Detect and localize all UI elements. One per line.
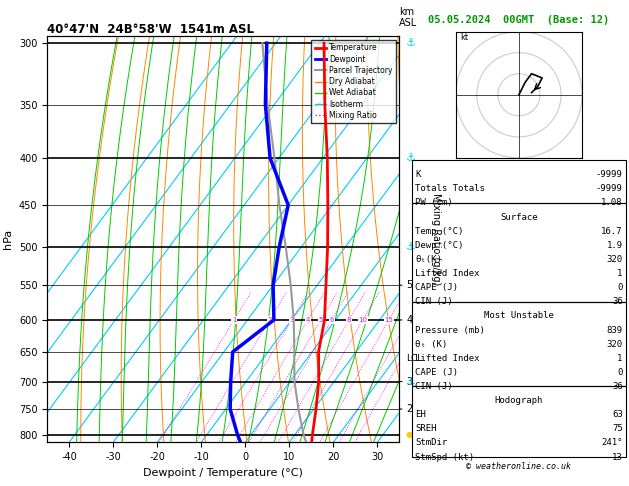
Text: θₜ(K): θₜ(K) [415, 255, 442, 264]
Text: 1.9: 1.9 [606, 241, 623, 250]
Text: Hodograph: Hodograph [495, 396, 543, 405]
Text: 0: 0 [617, 368, 623, 377]
Text: 241°: 241° [601, 438, 623, 448]
Text: 320: 320 [606, 255, 623, 264]
Text: CAPE (J): CAPE (J) [415, 368, 458, 377]
Y-axis label: Mixing Ratio (g/kg): Mixing Ratio (g/kg) [431, 193, 441, 285]
Text: ⚓: ⚓ [406, 242, 416, 252]
Text: -9999: -9999 [596, 184, 623, 193]
Text: 4: 4 [406, 315, 413, 325]
Text: 320: 320 [606, 340, 623, 348]
Text: Most Unstable: Most Unstable [484, 312, 554, 320]
Text: Dewp (°C): Dewp (°C) [415, 241, 464, 250]
Text: 1: 1 [617, 269, 623, 278]
Text: ⚓: ⚓ [406, 38, 416, 48]
Text: km
ASL: km ASL [399, 7, 418, 28]
Text: θₜ (K): θₜ (K) [415, 340, 447, 348]
Text: Surface: Surface [500, 212, 538, 222]
Text: ⚓: ⚓ [406, 377, 416, 386]
Text: EH: EH [415, 410, 426, 419]
Text: Pressure (mb): Pressure (mb) [415, 326, 485, 334]
Text: 2: 2 [267, 317, 272, 323]
Text: -9999: -9999 [596, 170, 623, 179]
Text: 63: 63 [612, 410, 623, 419]
Text: SREH: SREH [415, 424, 437, 434]
Text: 3: 3 [289, 317, 294, 323]
Text: 05.05.2024  00GMT  (Base: 12): 05.05.2024 00GMT (Base: 12) [428, 15, 610, 25]
Text: 5: 5 [319, 317, 323, 323]
Text: CIN (J): CIN (J) [415, 297, 453, 306]
Text: kt: kt [460, 33, 468, 42]
Text: 75: 75 [612, 424, 623, 434]
Text: 36: 36 [612, 382, 623, 391]
Text: CAPE (J): CAPE (J) [415, 283, 458, 292]
Y-axis label: hPa: hPa [3, 229, 13, 249]
Text: 13: 13 [612, 452, 623, 462]
Text: K: K [415, 170, 421, 179]
Text: Totals Totals: Totals Totals [415, 184, 485, 193]
Text: 4: 4 [306, 317, 310, 323]
Text: © weatheronline.co.uk: © weatheronline.co.uk [467, 462, 571, 471]
Text: CIN (J): CIN (J) [415, 382, 453, 391]
Text: 36: 36 [612, 297, 623, 306]
X-axis label: Dewpoint / Temperature (°C): Dewpoint / Temperature (°C) [143, 468, 303, 478]
Text: 1: 1 [232, 317, 237, 323]
Text: Lifted Index: Lifted Index [415, 354, 480, 363]
Text: 10: 10 [359, 317, 367, 323]
Text: 6: 6 [330, 317, 334, 323]
Text: StmSpd (kt): StmSpd (kt) [415, 452, 474, 462]
Text: 2: 2 [406, 404, 413, 414]
Text: 1.08: 1.08 [601, 198, 623, 208]
Text: PW (cm): PW (cm) [415, 198, 453, 208]
Text: 15: 15 [384, 317, 393, 323]
Legend: Temperature, Dewpoint, Parcel Trajectory, Dry Adiabat, Wet Adiabat, Isotherm, Mi: Temperature, Dewpoint, Parcel Trajectory… [311, 40, 396, 123]
Text: 8: 8 [347, 317, 352, 323]
Text: ⚓: ⚓ [406, 153, 416, 163]
Text: Lifted Index: Lifted Index [415, 269, 480, 278]
Text: Temp (°C): Temp (°C) [415, 227, 464, 236]
Text: ●: ● [406, 430, 413, 439]
Text: StmDir: StmDir [415, 438, 447, 448]
Text: 0: 0 [617, 283, 623, 292]
Text: 839: 839 [606, 326, 623, 334]
Text: 40°47'N  24B°58'W  1541m ASL: 40°47'N 24B°58'W 1541m ASL [47, 23, 254, 36]
Text: 5: 5 [406, 280, 413, 290]
Text: 1: 1 [617, 354, 623, 363]
Text: LCL: LCL [406, 353, 423, 363]
Text: 3: 3 [406, 377, 413, 386]
Text: 16.7: 16.7 [601, 227, 623, 236]
